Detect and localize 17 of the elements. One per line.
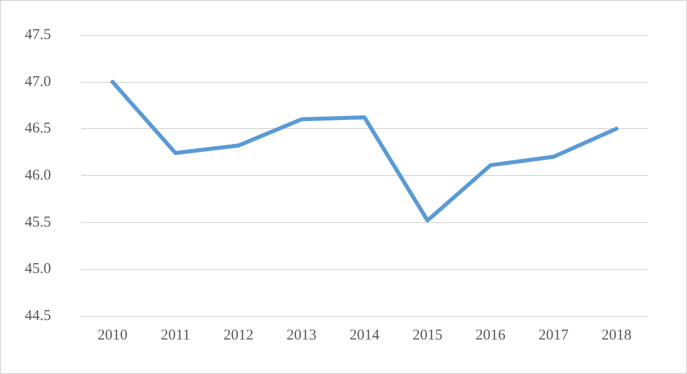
x-tick-label: 2011 xyxy=(160,328,190,344)
x-tick-label: 2016 xyxy=(476,328,506,344)
x-tick-label: 2013 xyxy=(286,328,316,344)
y-tick-label: 44.5 xyxy=(24,308,51,324)
x-tick-label: 2018 xyxy=(602,328,632,344)
y-tick-label: 46.5 xyxy=(24,120,51,137)
line-series xyxy=(110,80,618,222)
x-tick-label: 2015 xyxy=(412,328,442,344)
y-tick-label: 47.5 xyxy=(24,27,51,43)
y-tick-label: 45.0 xyxy=(24,261,51,278)
y-tick-label: 45.5 xyxy=(24,214,51,230)
y-tick-label: 47.0 xyxy=(24,74,51,90)
x-tick-label: 2012 xyxy=(224,328,254,344)
y-tick-label: 46.0 xyxy=(24,168,51,184)
x-tick-label: 2014 xyxy=(350,328,380,344)
x-tick-label: 2017 xyxy=(538,328,569,344)
x-tick-label: 2010 xyxy=(98,328,128,344)
